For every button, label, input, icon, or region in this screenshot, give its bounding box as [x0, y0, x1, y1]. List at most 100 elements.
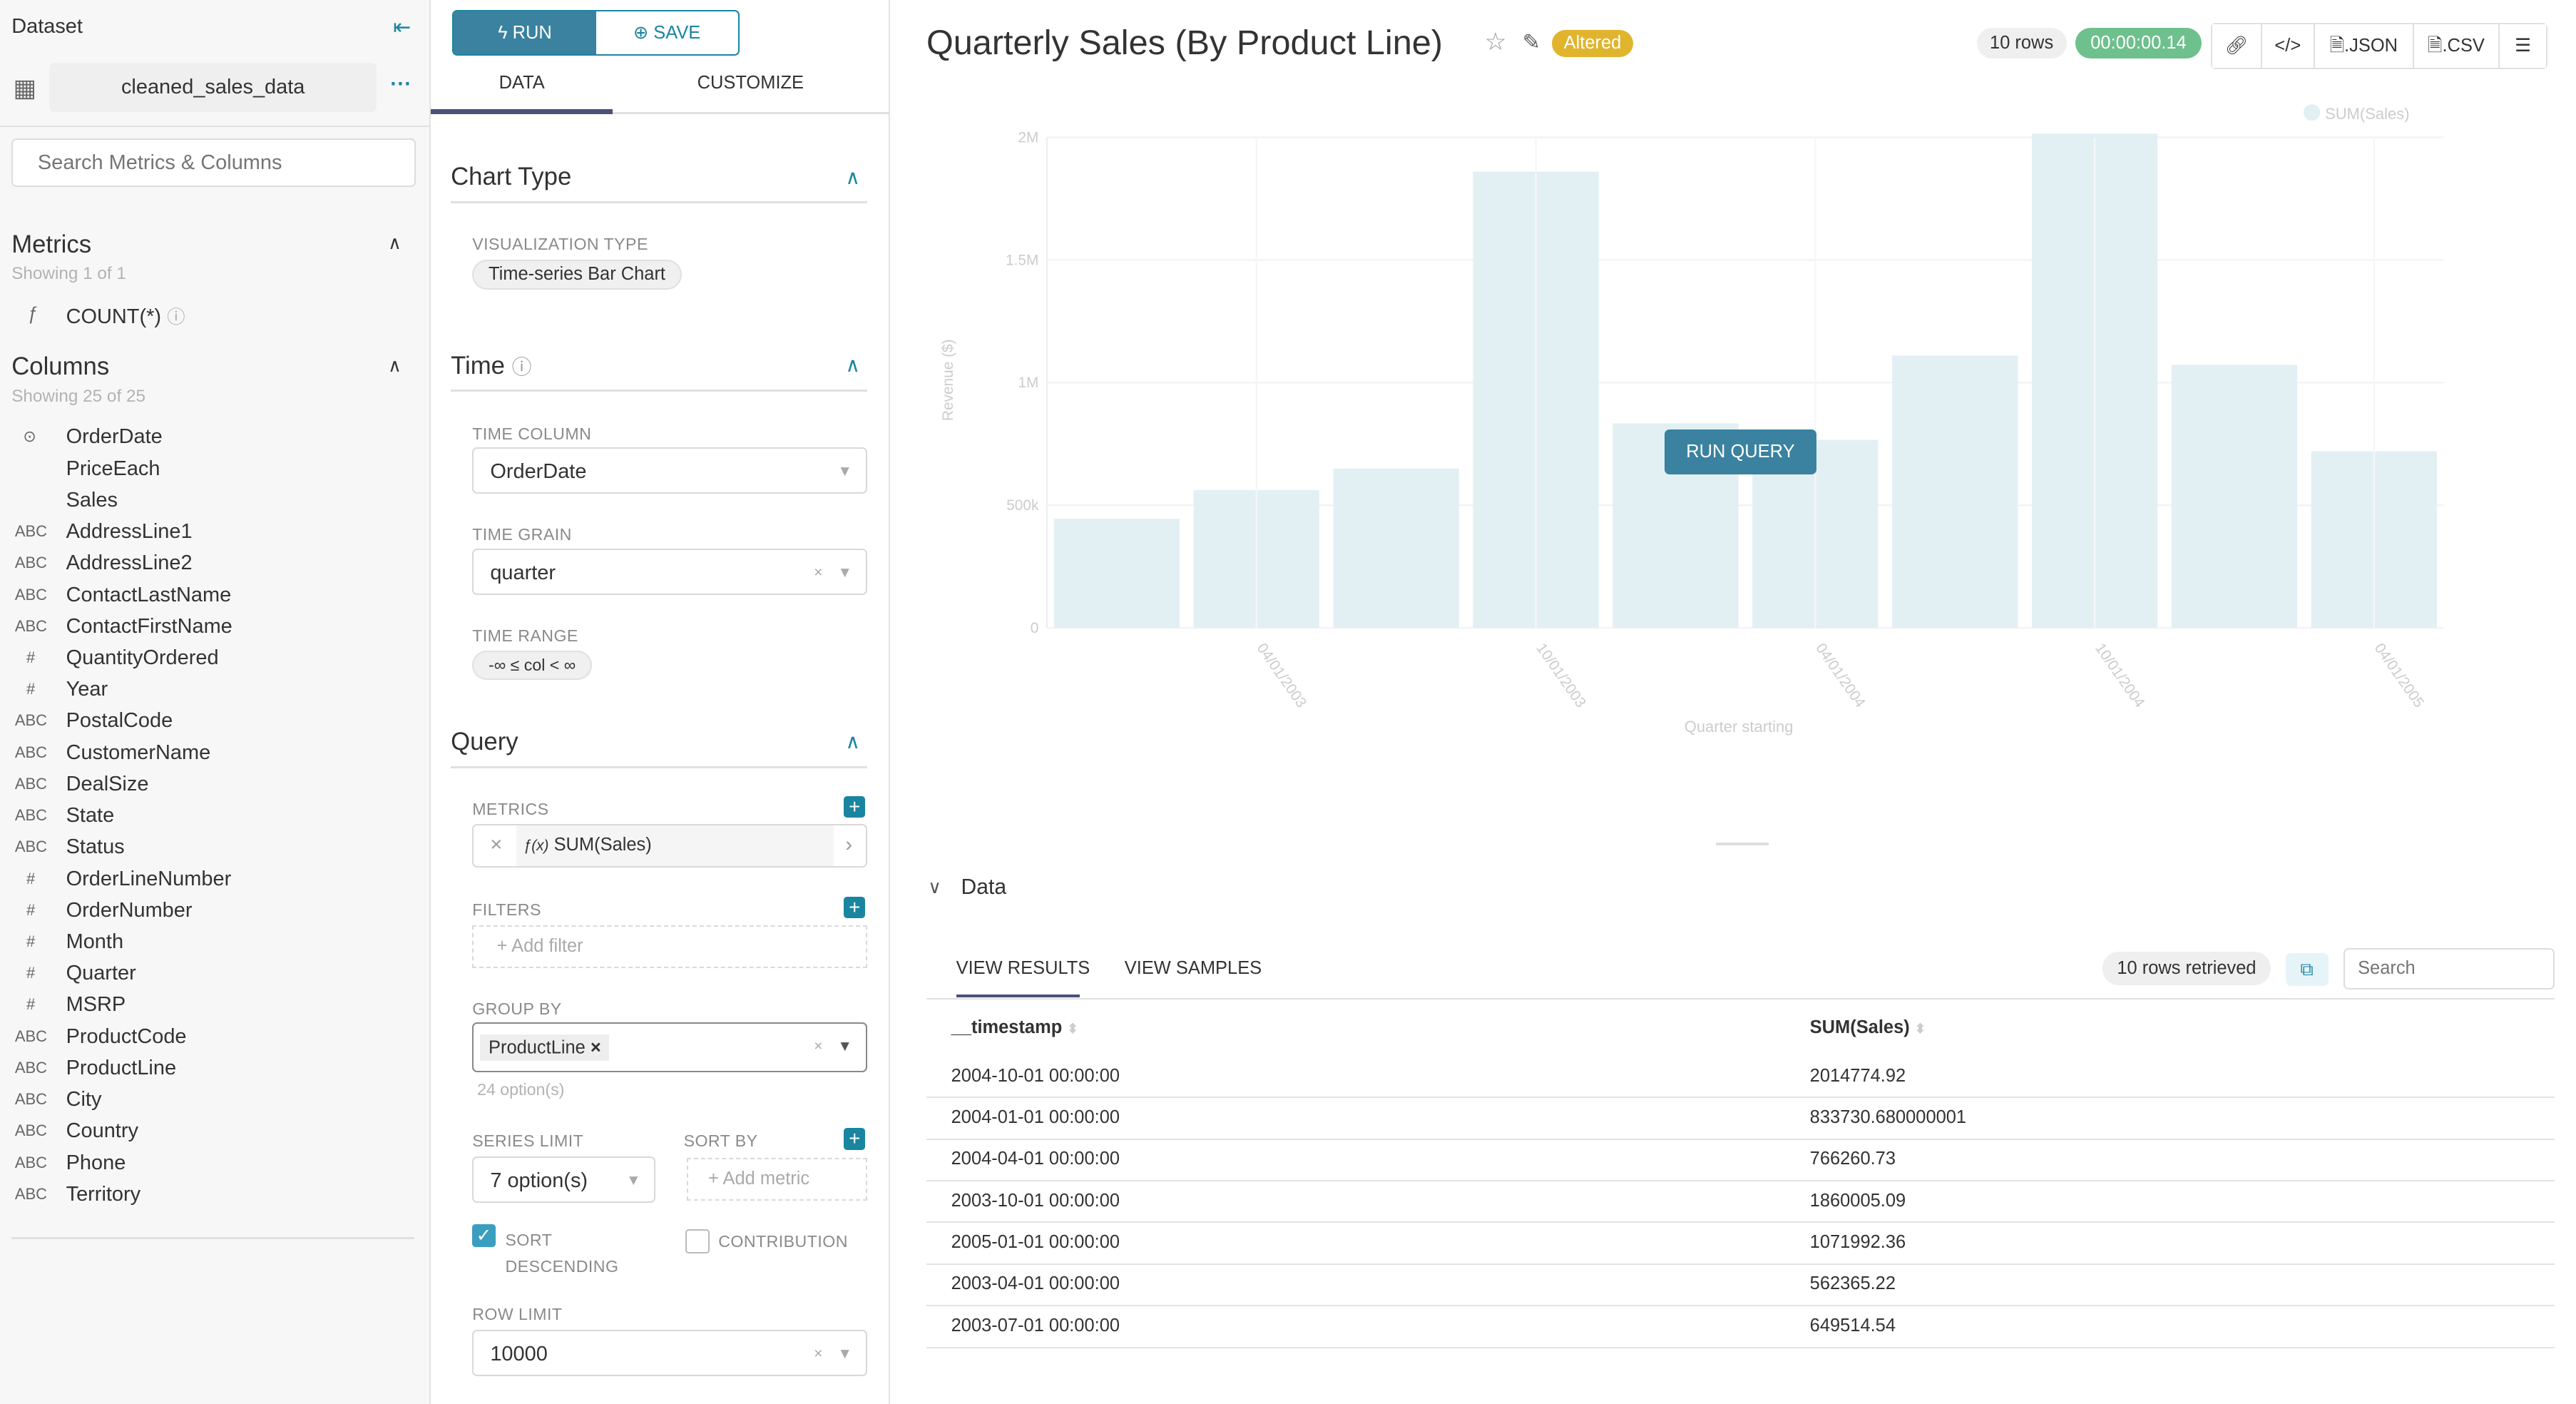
add-metric-icon[interactable]: + — [844, 795, 866, 818]
star-icon[interactable]: ☆ — [1484, 29, 1507, 56]
string-type-icon: ABC — [14, 522, 48, 541]
column-header-sum-sales[interactable]: SUM(Sales) ⬍ — [1810, 1017, 1926, 1038]
search-metrics-columns-input[interactable] — [11, 138, 416, 187]
column-item[interactable]: ABC State — [0, 800, 413, 831]
column-item[interactable]: # OrderLineNumber — [0, 863, 413, 895]
dataset-name[interactable]: cleaned_sales_data — [49, 62, 377, 113]
cell-timestamp: 2003-07-01 00:00:00 — [951, 1315, 1120, 1336]
series-limit-select[interactable]: 7 option(s) ▼ — [472, 1156, 656, 1203]
column-item[interactable]: ABC ContactFirstName — [0, 611, 413, 642]
metric-item[interactable]: COUNT(*) ⓘ — [66, 302, 185, 329]
chart-title[interactable]: Quarterly Sales (By Product Line) — [926, 24, 1443, 63]
collapse-sidebar-icon[interactable]: ⇤ — [393, 15, 412, 39]
column-item[interactable]: ABC ContactLastName — [0, 579, 413, 611]
column-item[interactable]: # Quarter — [0, 957, 413, 989]
column-item[interactable]: # OrderNumber — [0, 895, 413, 926]
run-button[interactable]: ϟ RUN — [454, 11, 596, 55]
data-collapse-icon[interactable]: ∨ — [928, 878, 941, 898]
altered-badge[interactable]: Altered — [1552, 29, 1633, 57]
column-item[interactable]: ABC Territory — [0, 1179, 413, 1210]
column-item[interactable]: # QuantityOrdered — [0, 642, 413, 673]
time-range-selector[interactable]: -∞ ≤ col < ∞ — [472, 651, 593, 680]
sort-descending-checkbox[interactable]: ✓ — [472, 1224, 496, 1248]
column-name: QuantityOrdered — [66, 646, 219, 669]
columns-collapse-icon[interactable]: ∧ — [388, 355, 402, 376]
column-item[interactable]: ABC PostalCode — [0, 705, 413, 736]
remove-chip-icon[interactable]: × — [590, 1037, 601, 1058]
cell-sum-sales: 833730.680000001 — [1809, 1107, 1967, 1127]
column-item[interactable]: ABC AddressLine1 — [0, 516, 413, 547]
column-header-timestamp[interactable]: __timestamp ⬍ — [951, 1017, 1078, 1038]
column-item[interactable]: ABC Phone — [0, 1147, 413, 1179]
data-section-title: Data — [961, 875, 1007, 900]
run-query-button[interactable]: RUN QUERY — [1664, 429, 1816, 474]
metric-chip[interactable]: × ƒ(x) SUM(Sales) › — [472, 824, 867, 868]
row-limit-select[interactable]: 10000 × ▼ — [472, 1329, 867, 1376]
string-type-icon: ABC — [14, 1121, 48, 1140]
remove-metric-icon[interactable]: × — [490, 833, 503, 857]
bar — [1333, 468, 1459, 628]
chart-type-collapse-icon[interactable]: ∧ — [845, 166, 860, 188]
column-item[interactable]: # Year — [0, 673, 413, 705]
dropdown-caret-icon: ▼ — [837, 463, 853, 480]
metric-chip-value: SUM(Sales) — [553, 835, 652, 855]
clear-icon[interactable]: × — [814, 1038, 823, 1055]
metrics-collapse-icon[interactable]: ∧ — [388, 233, 402, 254]
export-csv-button[interactable]: 🗎︎.CSV — [2413, 24, 2500, 68]
column-item[interactable]: # Month — [0, 926, 413, 957]
add-filter-button[interactable]: + Add filter — [472, 925, 867, 968]
string-type-icon: ABC — [14, 711, 48, 730]
column-name: ProductLine — [66, 1056, 177, 1079]
clear-icon[interactable]: × — [814, 1345, 823, 1362]
save-button[interactable]: ⊕ SAVE — [596, 11, 738, 54]
column-name: Country — [66, 1119, 138, 1143]
export-json-button[interactable]: 🗎︎.JSON — [2314, 24, 2414, 68]
results-search-input[interactable] — [2343, 948, 2555, 990]
string-type-icon: ABC — [14, 774, 48, 793]
embed-code-icon[interactable]: </> — [2261, 24, 2315, 68]
chart-panel: Quarterly Sales (By Product Line) ☆ ✎ Al… — [890, 0, 2576, 1404]
column-item[interactable]: ABC Status — [0, 831, 413, 863]
column-item[interactable]: ABC CustomerName — [0, 737, 413, 768]
rows-badge: 10 rows — [1976, 28, 2067, 59]
column-item[interactable]: Sales — [0, 484, 413, 516]
dataset-menu-icon[interactable]: ⋯ — [389, 71, 412, 96]
time-grain-select[interactable]: quarter × ▼ — [472, 548, 867, 595]
time-column-select[interactable]: OrderDate ▼ — [472, 447, 867, 494]
tab-view-samples[interactable]: VIEW SAMPLES — [1124, 957, 1262, 978]
add-sort-metric-button[interactable]: + Add metric — [687, 1158, 867, 1201]
tab-data[interactable]: DATA — [499, 72, 545, 93]
column-item[interactable]: # MSRP — [0, 989, 413, 1020]
table-icon: ▦ — [13, 75, 37, 103]
column-item[interactable]: ABC ProductLine — [0, 1052, 413, 1084]
add-sort-icon[interactable]: + — [844, 1128, 866, 1150]
contribution-checkbox[interactable] — [685, 1228, 710, 1253]
table-row: 2004-01-01 00:00:00 833730.680000001 — [926, 1097, 2555, 1140]
clear-icon[interactable]: × — [814, 564, 823, 581]
column-item[interactable]: ABC AddressLine2 — [0, 547, 413, 579]
column-item[interactable]: ABC City — [0, 1084, 413, 1115]
column-item[interactable]: PriceEach — [0, 453, 413, 484]
time-collapse-icon[interactable]: ∧ — [845, 354, 860, 377]
link-icon[interactable]: 🔗︎ — [2212, 24, 2262, 68]
query-collapse-icon[interactable]: ∧ — [845, 731, 860, 753]
plus-circle-icon: ⊕ — [633, 22, 649, 43]
add-filter-icon[interactable]: + — [844, 897, 866, 919]
string-type-icon: ABC — [14, 585, 48, 604]
numeric-type-icon: # — [26, 648, 36, 666]
viz-type-selector[interactable]: Time-series Bar Chart — [472, 259, 682, 290]
row-limit-label: ROW LIMIT — [472, 1305, 563, 1324]
hamburger-menu-icon[interactable]: ☰ — [2500, 24, 2546, 68]
dropdown-caret-icon: ▼ — [837, 1038, 853, 1055]
column-item[interactable]: ABC Country — [0, 1115, 413, 1146]
tab-view-results[interactable]: VIEW RESULTS — [956, 957, 1090, 978]
tab-customize[interactable]: CUSTOMIZE — [697, 72, 804, 93]
copy-icon[interactable]: ⧉ — [2285, 952, 2329, 987]
column-item[interactable]: ⊙ OrderDate — [0, 421, 413, 452]
group-by-select[interactable]: ProductLine × × ▼ — [472, 1022, 867, 1072]
column-item[interactable]: ABC DealSize — [0, 768, 413, 800]
x-tick-label: 04/01/2005 — [2371, 640, 2428, 711]
edit-icon[interactable]: ✎ — [1522, 30, 1541, 54]
resize-handle[interactable] — [1715, 842, 1769, 846]
column-item[interactable]: ABC ProductCode — [0, 1021, 413, 1052]
